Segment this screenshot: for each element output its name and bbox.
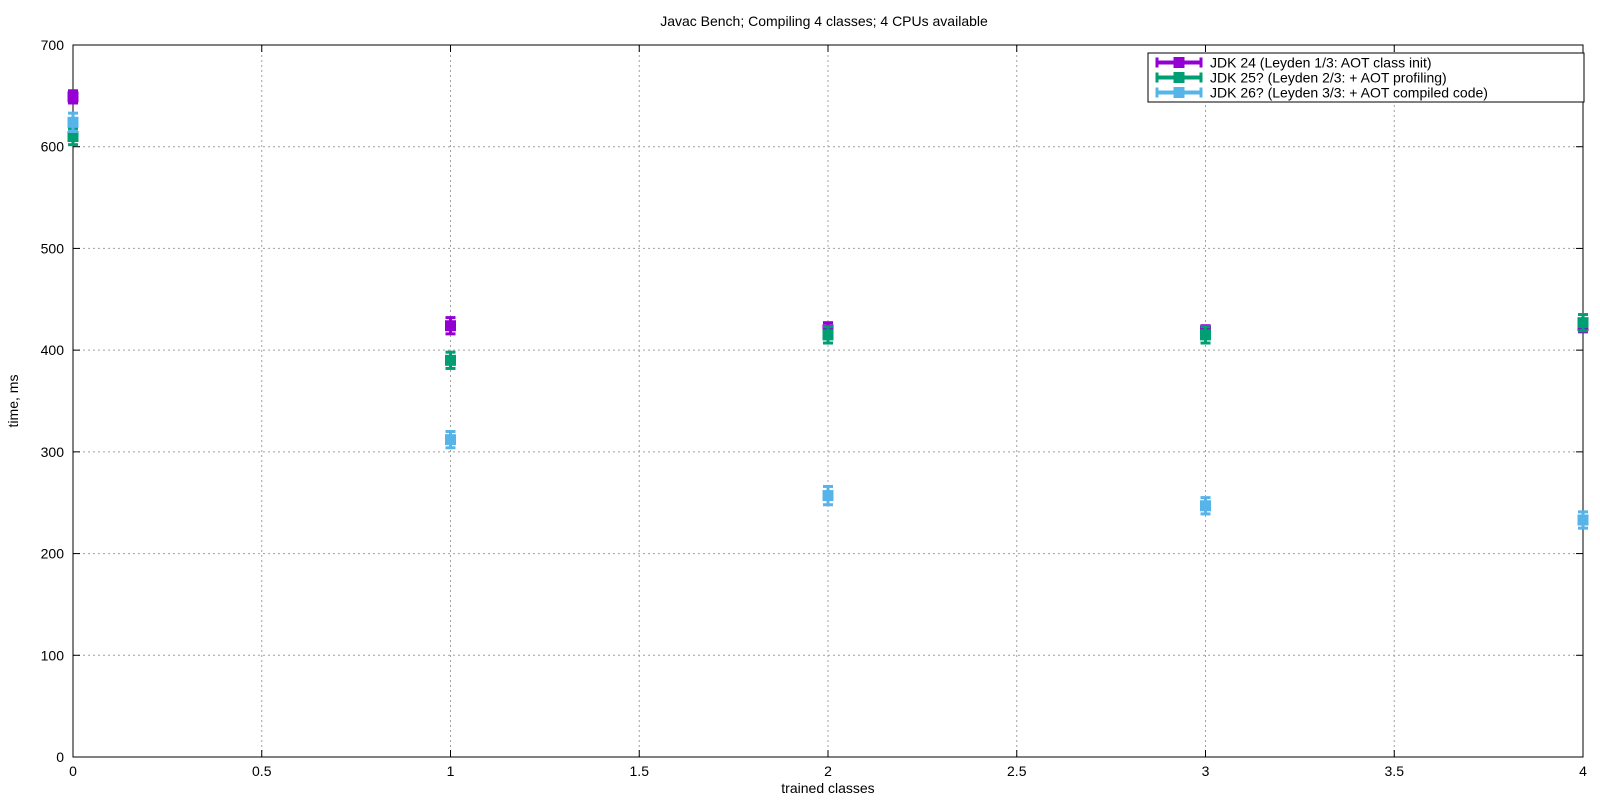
legend-swatch-marker (1173, 87, 1185, 98)
data-point (1200, 329, 1211, 341)
x-tick-label: 0 (69, 763, 77, 779)
y-axis: 0 100 200 300 400 500 600 700 (41, 37, 1583, 765)
legend-item: JDK 26? (Leyden 3/3: + AOT compiled code… (1155, 85, 1488, 101)
x-tick-label: 1 (447, 763, 455, 779)
series-1-points (67, 89, 1589, 339)
grid-lines (73, 45, 1583, 757)
y-tick-label: 200 (41, 546, 65, 562)
data-point (67, 116, 79, 128)
data-point (822, 329, 834, 341)
y-tick-label: 600 (41, 139, 65, 155)
chart-title: Javac Bench; Compiling 4 classes; 4 CPUs… (660, 13, 988, 29)
y-tick-label: 100 (41, 647, 65, 663)
legend-item: JDK 25? (Leyden 2/3: + AOT profiling) (1155, 70, 1447, 86)
x-tick-label: 2 (824, 763, 832, 779)
data-point (1577, 317, 1589, 329)
x-tick-label: 4 (1579, 763, 1587, 779)
y-tick-label: 500 (41, 240, 65, 256)
legend-label: JDK 26? (Leyden 3/3: + AOT compiled code… (1210, 85, 1488, 101)
data-point (1577, 514, 1589, 526)
x-tick-label: 3 (1202, 763, 1210, 779)
x-axis: 0 0.5 1 1.5 2 2.5 3 3.5 4 (69, 45, 1587, 779)
x-axis-title: trained classes (781, 780, 874, 796)
legend-label: JDK 25? (Leyden 2/3: + AOT profiling) (1210, 70, 1447, 86)
y-tick-label: 400 (41, 342, 65, 358)
x-tick-label: 1.5 (630, 763, 650, 779)
data-point (445, 434, 456, 446)
legend-box (1147, 52, 1585, 103)
x-tick-label: 0.5 (252, 763, 272, 779)
data-point (67, 91, 79, 103)
data-point (822, 490, 834, 502)
x-tick-label: 3.5 (1385, 763, 1405, 779)
data-point (67, 131, 79, 143)
legend-item: JDK 24 (Leyden 1/3: AOT class init) (1155, 55, 1432, 71)
legend-label: JDK 24 (Leyden 1/3: AOT class init) (1210, 55, 1432, 71)
legend: JDK 24 (Leyden 1/3: AOT class init)JDK 2… (1147, 52, 1585, 103)
y-tick-label: 700 (41, 37, 65, 53)
x-tick-label: 2.5 (1007, 763, 1027, 779)
data-point (445, 320, 456, 332)
data-point (1200, 500, 1211, 512)
legend-swatch-marker (1173, 72, 1185, 83)
y-axis-title: time, ms (5, 375, 21, 428)
y-tick-label: 0 (56, 749, 64, 765)
data-marks (67, 89, 1589, 530)
data-point (445, 354, 456, 366)
legend-swatch-marker (1173, 57, 1185, 68)
y-tick-label: 300 (41, 444, 65, 460)
series-3-points (67, 111, 1589, 530)
